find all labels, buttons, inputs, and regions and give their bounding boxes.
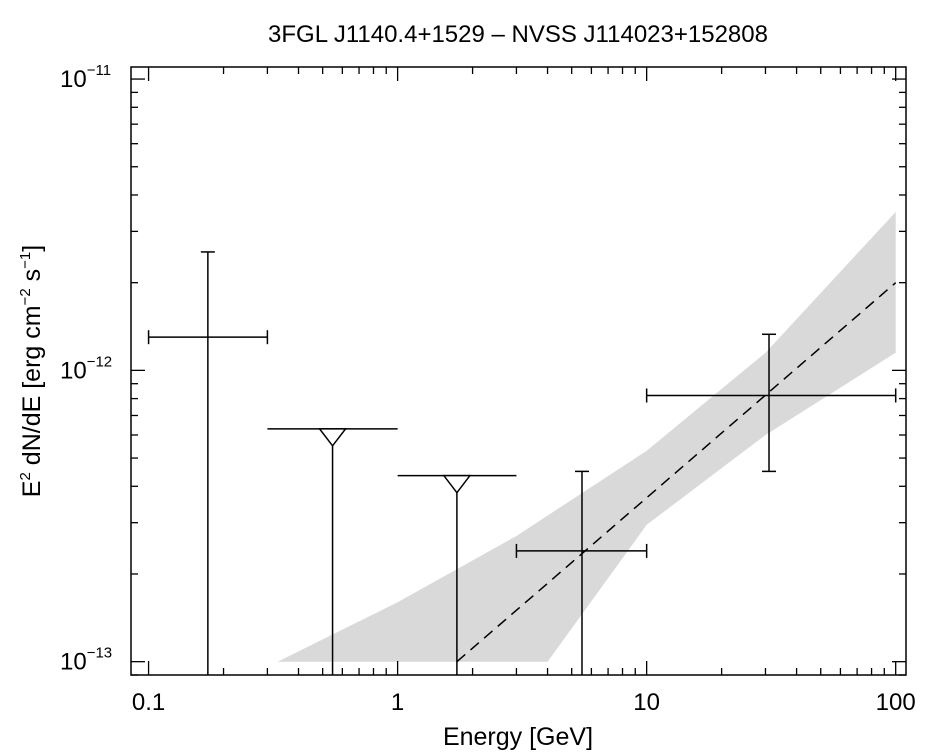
plot-frame: [130, 66, 907, 676]
upper-limit-marker: [442, 474, 472, 494]
data-point: [645, 333, 897, 473]
x-tick-label: 1: [391, 689, 404, 716]
upper-limit-point: [397, 474, 517, 675]
y-tick-label: 10−11: [60, 62, 111, 93]
x-tick-label: 100: [876, 689, 916, 716]
data-point: [515, 470, 648, 675]
x-axis-label: Energy [GeV]: [443, 723, 593, 751]
upper-limit-point: [267, 428, 398, 675]
y-axis-label: E2 dN/dE [erg cm−2 s−1]: [17, 245, 46, 497]
y-tick-label: 10−13: [60, 645, 112, 676]
data-points-layer: [147, 251, 897, 675]
upper-limit-marker: [318, 428, 348, 448]
model-line: [456, 282, 897, 663]
x-tick-label: 10: [633, 689, 660, 716]
axis-ticks-layer: [131, 67, 906, 676]
model-line-layer: [456, 282, 897, 663]
x-tick-label: 0.1: [132, 689, 165, 716]
data-point: [147, 251, 269, 675]
y-tick-labels: 10−13 10−12 10−11: [60, 62, 112, 676]
confidence-band-layer: [277, 211, 896, 662]
x-tick-labels: 0.1 1 10 100: [132, 689, 916, 716]
chart-title: 3FGL J1140.4+1529 – NVSS J114023+152808: [268, 21, 768, 48]
y-tick-label: 10−12: [60, 353, 112, 384]
confidence-band: [277, 211, 896, 662]
